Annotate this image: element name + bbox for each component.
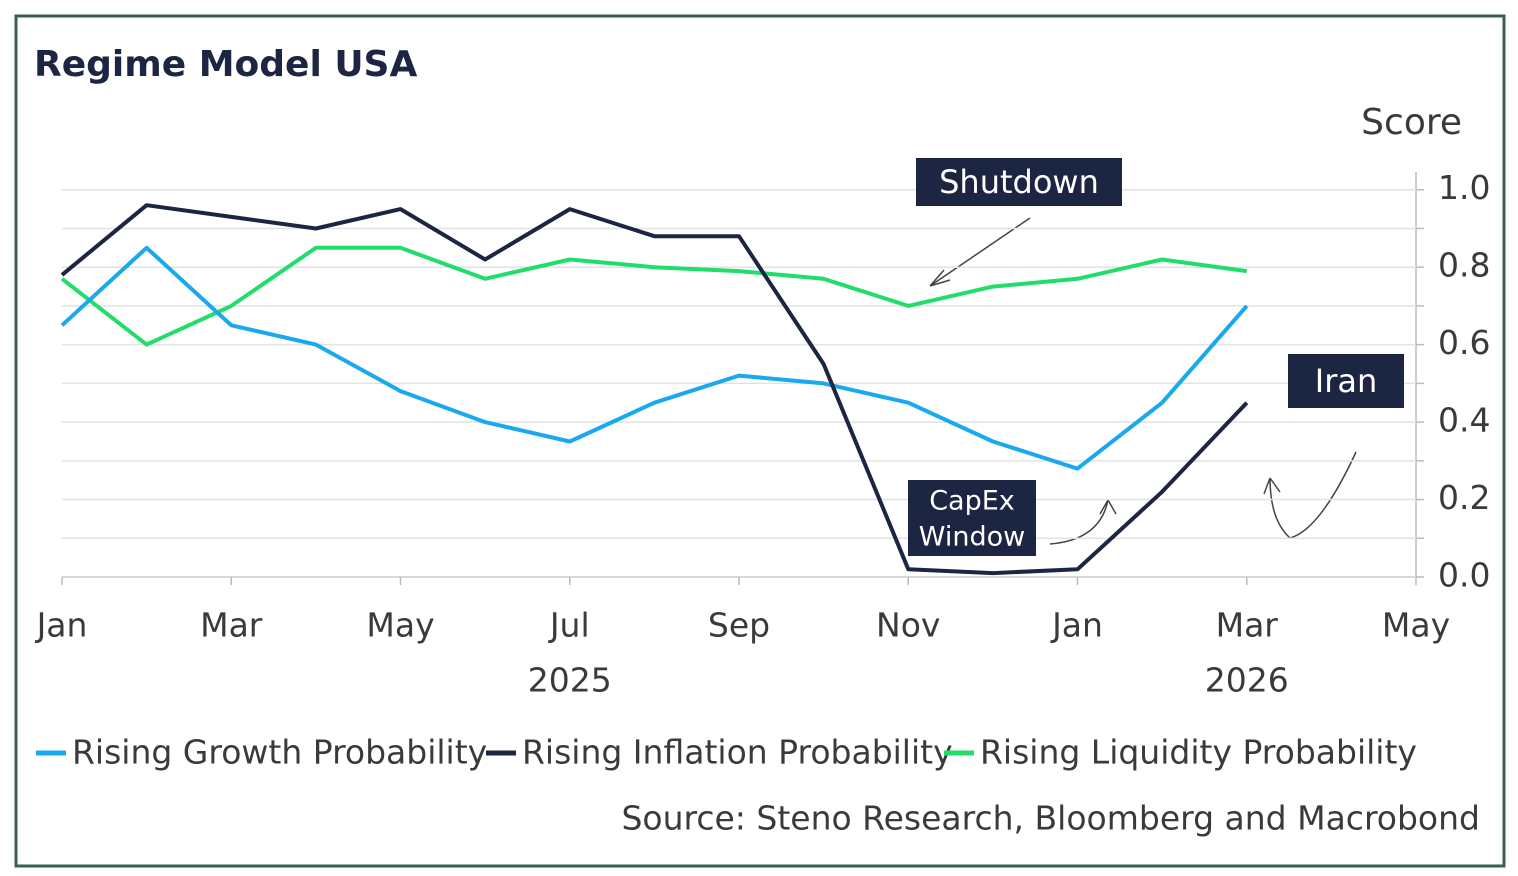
x-tick-label: Nov [876, 606, 940, 645]
legend-label: Rising Inflation Probability [522, 733, 953, 772]
x-tick-label: May [1382, 606, 1450, 645]
arrows [929, 217, 1357, 545]
annotation-box [1288, 354, 1404, 408]
y-tick-label: 1.0 [1438, 168, 1490, 207]
x-tick-label: May [366, 606, 434, 645]
source: Source: Steno Research, Bloomberg and Ma… [621, 799, 1480, 838]
year-label: 2025 [528, 661, 612, 700]
arrow [929, 217, 1031, 287]
x-tick-label: Mar [200, 606, 263, 645]
x-tick-label: Mar [1216, 606, 1279, 645]
series-line [60, 203, 1249, 576]
chart-title: Regime Model USA [34, 44, 417, 85]
x-tick-label: Jan [1050, 606, 1103, 645]
series-line [60, 245, 1248, 347]
annotation-text: CapEx [929, 486, 1015, 517]
y-tick-label: 0.4 [1438, 401, 1490, 440]
frame [14, 14, 1506, 868]
legend-label: Rising Liquidity Probability [980, 733, 1417, 772]
annotation-text: Window [919, 522, 1025, 553]
annotation-text: Iran [1315, 362, 1377, 400]
y-tick-label: 0.0 [1438, 556, 1490, 595]
arrow [1049, 499, 1117, 545]
annotation-box [908, 480, 1036, 556]
annotation-text: Shutdown [939, 163, 1099, 201]
y-tick-label: 0.8 [1438, 246, 1490, 285]
legend-label: Rising Growth Probability [72, 733, 487, 772]
y-tick-label: 0.6 [1438, 323, 1490, 362]
x-tick-label: Jan [35, 606, 88, 645]
x-tick-label: Sep [708, 606, 770, 645]
y-axis-label: Score [1361, 102, 1462, 143]
x-tick-label: Jul [548, 606, 590, 645]
y-tick-label: 0.2 [1438, 478, 1490, 517]
year-label: 2026 [1205, 661, 1289, 700]
series-line [60, 245, 1249, 471]
annotation-box [916, 158, 1122, 206]
